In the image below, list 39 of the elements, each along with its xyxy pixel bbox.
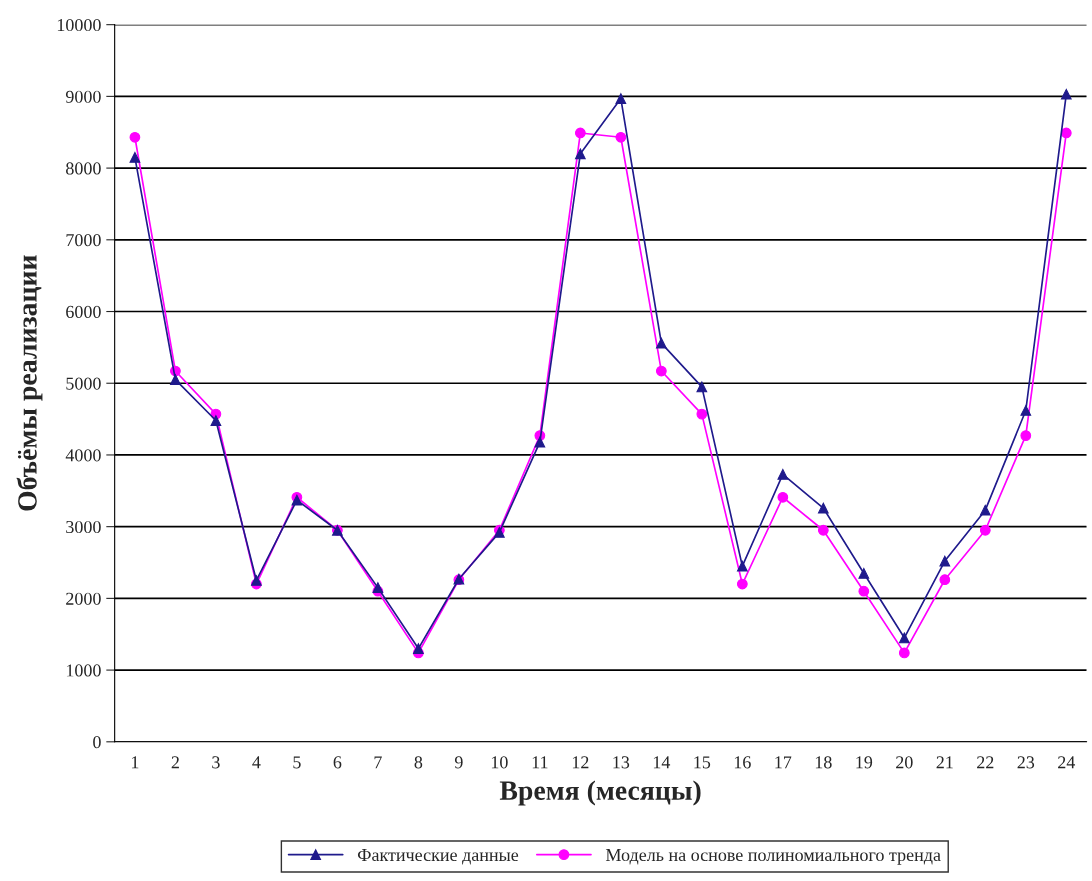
x-tick-label: 23 [1017,756,1035,769]
y-tick-label: 0 [93,736,101,749]
y-axis-title: Объёмы реализации [16,255,43,511]
x-tick-label: 1 [131,756,139,769]
x-tick-label: 22 [977,756,994,769]
y-tick-label: 1000 [66,664,101,677]
y-tick-label: 9000 [65,90,101,103]
x-tick-label: 24 [1058,756,1076,769]
y-tick-label: 8000 [66,162,101,175]
x-tick-label: 5 [293,756,301,769]
x-tick-label: 21 [936,756,953,769]
x-tick-label: 17 [775,756,792,769]
x-tick-label: 13 [613,756,630,769]
x-tick-label: 20 [896,756,913,769]
x-tick-label: 4 [252,756,261,769]
legend-label: Модель на основе полиномиального тренда [605,849,941,865]
x-tick-label: 2 [171,756,179,769]
x-tick-label: 16 [734,756,751,769]
x-tick-label: 11 [532,756,548,769]
y-tick-label: 6000 [66,305,101,318]
x-tick-label: 9 [454,756,463,769]
x-tick-label: 10 [491,756,508,769]
x-tick-label: 8 [414,756,423,769]
y-tick-label: 5000 [66,377,101,390]
x-tick-label: 7 [374,756,382,769]
x-tick-label: 19 [856,756,873,769]
x-tick-label: 6 [333,756,342,769]
y-tick-label: 10000 [57,18,101,32]
y-tick-label: 7000 [66,234,101,247]
x-tick-label: 14 [653,756,671,769]
y-tick-label: 4000 [65,449,101,462]
x-tick-label: 15 [694,756,711,769]
y-tick-label: 3000 [66,520,101,534]
x-tick-label: 18 [815,756,832,769]
x-tick-label: 3 [212,756,220,769]
legend-label: Фактические данные [357,849,519,865]
y-tick-label: 2000 [66,592,101,605]
x-tick-label: 12 [572,756,589,769]
x-axis-title: Время (месяцы) [499,780,701,806]
